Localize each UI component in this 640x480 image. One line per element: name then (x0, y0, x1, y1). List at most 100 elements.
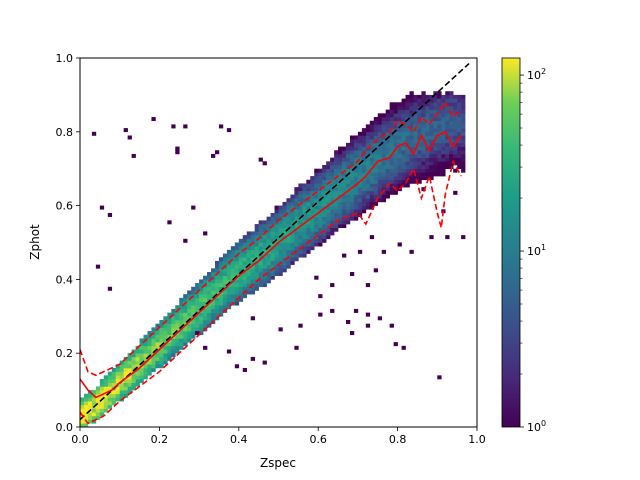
heatmap-cell (318, 212, 323, 217)
heatmap-cell (441, 113, 446, 118)
heatmap-cell (246, 238, 252, 243)
heatmap-cell (91, 131, 97, 136)
heatmap-cell (254, 246, 259, 251)
heatmap-cell (211, 312, 216, 317)
heatmap-cell (373, 131, 379, 136)
heatmap-cell (318, 172, 323, 177)
heatmap-cell (191, 301, 196, 306)
heatmap-cell (449, 131, 454, 136)
heatmap-cell (107, 286, 113, 291)
heatmap-cell (425, 120, 430, 125)
heatmap-cell (385, 190, 390, 195)
heatmap-cell (127, 367, 132, 372)
heatmap-cell (326, 227, 331, 232)
heatmap-cell (155, 331, 160, 336)
heatmap-cell (449, 153, 454, 158)
heatmap-cell (131, 153, 136, 158)
heatmap-cell (425, 157, 430, 162)
heatmap-cell (282, 246, 287, 251)
heatmap-cell (330, 157, 335, 162)
heatmap-cell (457, 124, 462, 129)
heatmap-cell (302, 209, 307, 214)
heatmap-cell (250, 286, 255, 291)
heatmap-cell (389, 150, 394, 155)
heatmap-cell (397, 179, 402, 184)
heatmap-cell (453, 94, 458, 99)
heatmap-cell (278, 220, 283, 225)
heatmap-cell (191, 205, 196, 210)
heatmap-cell (179, 338, 184, 343)
heatmap-cell (143, 342, 148, 347)
heatmap-cell (401, 128, 406, 133)
heatmap-cell (326, 212, 331, 217)
heatmap-cell (413, 150, 418, 155)
heatmap-cell (123, 390, 128, 395)
heatmap-cell (123, 386, 128, 391)
heatmap-cell (262, 246, 267, 251)
heatmap-cell (207, 308, 212, 313)
heatmap-cell (425, 161, 430, 166)
heatmap-cell (345, 142, 351, 147)
heatmap-cell (290, 227, 295, 232)
heatmap-cell (111, 397, 117, 402)
heatmap-cell (175, 323, 180, 328)
heatmap-cell (302, 231, 307, 236)
heatmap-cell (91, 408, 97, 413)
heatmap-cell (445, 139, 450, 144)
heatmap-cell (99, 401, 105, 406)
heatmap-cell (314, 242, 319, 247)
heatmap-cell (183, 297, 188, 302)
heatmap-cell (437, 94, 442, 99)
heatmap-cell (453, 124, 458, 129)
heatmap-cell (365, 183, 371, 188)
heatmap-cell (437, 165, 442, 169)
heatmap-cell (242, 294, 248, 299)
heatmap-cell (326, 187, 331, 192)
heatmap-cell (373, 157, 379, 162)
heatmap-cell (330, 179, 335, 184)
heatmap-cell (334, 165, 339, 169)
heatmap-cell (461, 102, 466, 107)
heatmap-cell (262, 249, 267, 254)
heatmap-cell (262, 238, 267, 243)
heatmap-cell (203, 301, 208, 306)
heatmap-cell (401, 172, 406, 177)
heatmap-cell (389, 176, 394, 181)
heatmap-cell (330, 187, 335, 192)
heatmap-cell (389, 117, 394, 122)
heatmap-cell (441, 139, 446, 144)
heatmap-cell (433, 165, 438, 169)
x-tick-label: 0.0 (71, 433, 89, 446)
heatmap-cell (330, 194, 335, 199)
heatmap-cell (365, 135, 371, 140)
heatmap-cell (203, 319, 208, 324)
heatmap-cell (187, 327, 192, 332)
heatmap-cell (413, 102, 418, 107)
heatmap-cell (246, 242, 252, 247)
heatmap-cell (453, 117, 458, 122)
heatmap-cell (167, 356, 172, 361)
heatmap-cell (183, 124, 188, 129)
heatmap-cell (143, 364, 148, 369)
heatmap-cell (175, 316, 180, 321)
heatmap-cell (345, 146, 351, 151)
heatmap-cell (330, 231, 335, 236)
heatmap-cell (187, 312, 192, 317)
heatmap-cell (381, 128, 386, 133)
heatmap-cell (441, 165, 446, 169)
heatmap-cell (222, 272, 228, 277)
heatmap-cell (389, 190, 394, 195)
heatmap-cell (405, 113, 410, 118)
heatmap-cell (338, 198, 343, 203)
heatmap-cell (278, 268, 283, 273)
x-tick-label: 0.8 (389, 433, 407, 446)
heatmap-cell (310, 194, 315, 199)
heatmap-cell (457, 153, 462, 158)
heatmap-cell (342, 165, 347, 169)
heatmap-cell (369, 150, 375, 155)
heatmap-cell (349, 150, 355, 155)
heatmap-cell (187, 301, 192, 306)
heatmap-cell (179, 301, 184, 306)
heatmap-cell (207, 312, 212, 317)
heatmap-cell (409, 249, 414, 254)
